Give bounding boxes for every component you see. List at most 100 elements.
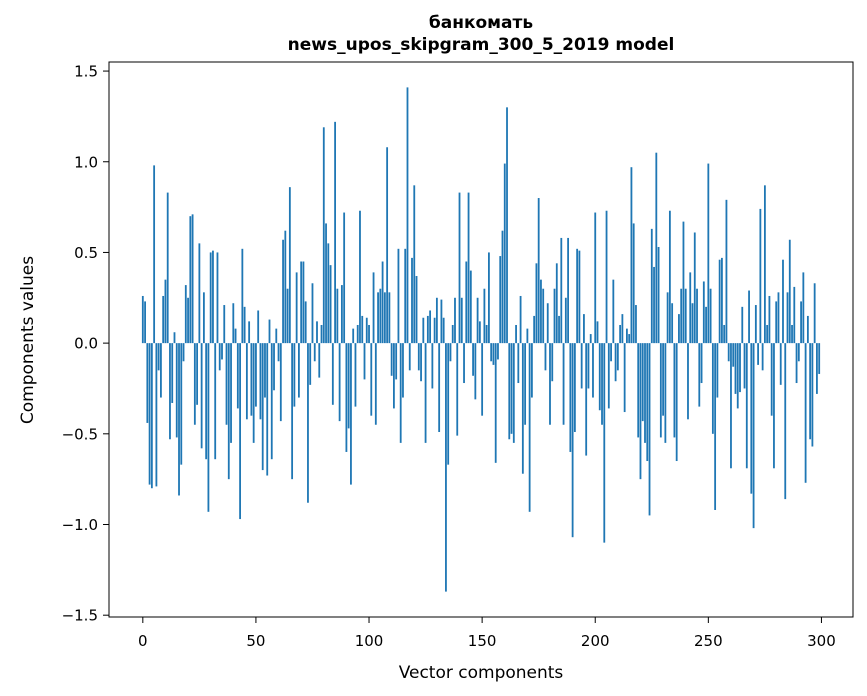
bar xyxy=(454,297,456,344)
bar xyxy=(734,343,737,394)
bar xyxy=(264,343,266,398)
bar xyxy=(818,343,821,374)
bar xyxy=(488,252,490,344)
bar xyxy=(644,343,646,443)
bar xyxy=(331,343,334,405)
bar xyxy=(178,343,180,496)
bar xyxy=(230,343,232,443)
bar xyxy=(336,288,339,344)
bar xyxy=(585,343,588,456)
bar xyxy=(650,228,653,344)
bar xyxy=(594,212,597,344)
bar xyxy=(408,343,411,371)
bar xyxy=(723,324,726,344)
x-tick-label: 200 xyxy=(581,632,610,650)
bar xyxy=(485,324,488,344)
x-tick-label: 100 xyxy=(355,632,384,650)
bar xyxy=(361,315,364,344)
bar xyxy=(424,343,427,443)
bar xyxy=(429,310,432,344)
bar xyxy=(788,239,791,344)
bar xyxy=(221,343,223,360)
bar xyxy=(598,343,601,411)
bar xyxy=(750,343,753,494)
bar xyxy=(302,261,305,344)
bar xyxy=(711,343,714,434)
bar xyxy=(293,343,296,407)
bar xyxy=(261,343,264,471)
bar xyxy=(684,288,687,344)
bar xyxy=(770,343,773,416)
bar xyxy=(227,343,230,480)
bar xyxy=(309,343,312,385)
bar xyxy=(571,343,574,538)
bar xyxy=(451,324,454,344)
bar xyxy=(463,343,465,384)
bar xyxy=(693,232,696,344)
bar xyxy=(456,343,459,436)
bar xyxy=(363,343,366,380)
bar xyxy=(646,343,649,462)
bar xyxy=(433,317,436,344)
bar xyxy=(257,310,260,344)
bar xyxy=(438,343,441,432)
bar xyxy=(551,343,554,382)
bar xyxy=(399,343,402,443)
bar xyxy=(212,250,214,344)
bar xyxy=(406,87,409,344)
bar xyxy=(386,147,389,344)
bar xyxy=(288,187,291,344)
bar xyxy=(630,167,633,344)
bar xyxy=(483,288,486,344)
bar xyxy=(270,343,273,460)
bar xyxy=(721,257,723,344)
bar xyxy=(476,297,479,344)
y-axis-label: Components values xyxy=(18,256,38,424)
bar xyxy=(469,270,472,344)
bar xyxy=(467,192,470,344)
bar xyxy=(207,343,210,512)
bar xyxy=(549,343,551,425)
bar xyxy=(304,301,307,344)
bar xyxy=(763,185,766,344)
bar xyxy=(587,343,590,389)
bar xyxy=(700,343,703,384)
bar xyxy=(610,343,612,362)
bar xyxy=(234,328,237,344)
bar xyxy=(540,279,542,344)
bar xyxy=(241,248,244,344)
bar xyxy=(298,343,300,398)
bar xyxy=(752,343,755,529)
bar xyxy=(673,343,676,438)
y-axis-ticks: −1.5 −1.0 −0.5 0.0 0.5 1.0 1.5 xyxy=(62,63,109,625)
bar xyxy=(668,210,671,344)
bar xyxy=(404,248,407,344)
bar xyxy=(148,343,151,485)
bar xyxy=(497,343,499,360)
bar xyxy=(458,192,461,344)
bar xyxy=(806,315,809,344)
bar xyxy=(442,317,445,344)
bar xyxy=(639,343,642,480)
y-tick-label: −0.5 xyxy=(62,425,98,443)
bar xyxy=(515,324,517,344)
bar xyxy=(544,343,547,371)
bar xyxy=(791,324,793,344)
x-axis-label: Vector components xyxy=(399,663,564,683)
bar xyxy=(687,343,689,420)
bar xyxy=(359,210,361,344)
bar xyxy=(503,163,506,344)
bar xyxy=(449,343,452,362)
plot-spines xyxy=(108,61,854,618)
chart-title-model: news_upos_skipgram_300_5_2019 model xyxy=(288,35,675,55)
bar xyxy=(316,321,318,344)
bars-group xyxy=(141,87,821,592)
bar xyxy=(343,212,346,344)
bar xyxy=(773,343,775,469)
bar xyxy=(576,248,579,344)
bar xyxy=(166,192,169,344)
bar xyxy=(546,303,549,344)
bar xyxy=(322,127,325,344)
bar xyxy=(623,343,626,413)
bar xyxy=(187,297,189,344)
